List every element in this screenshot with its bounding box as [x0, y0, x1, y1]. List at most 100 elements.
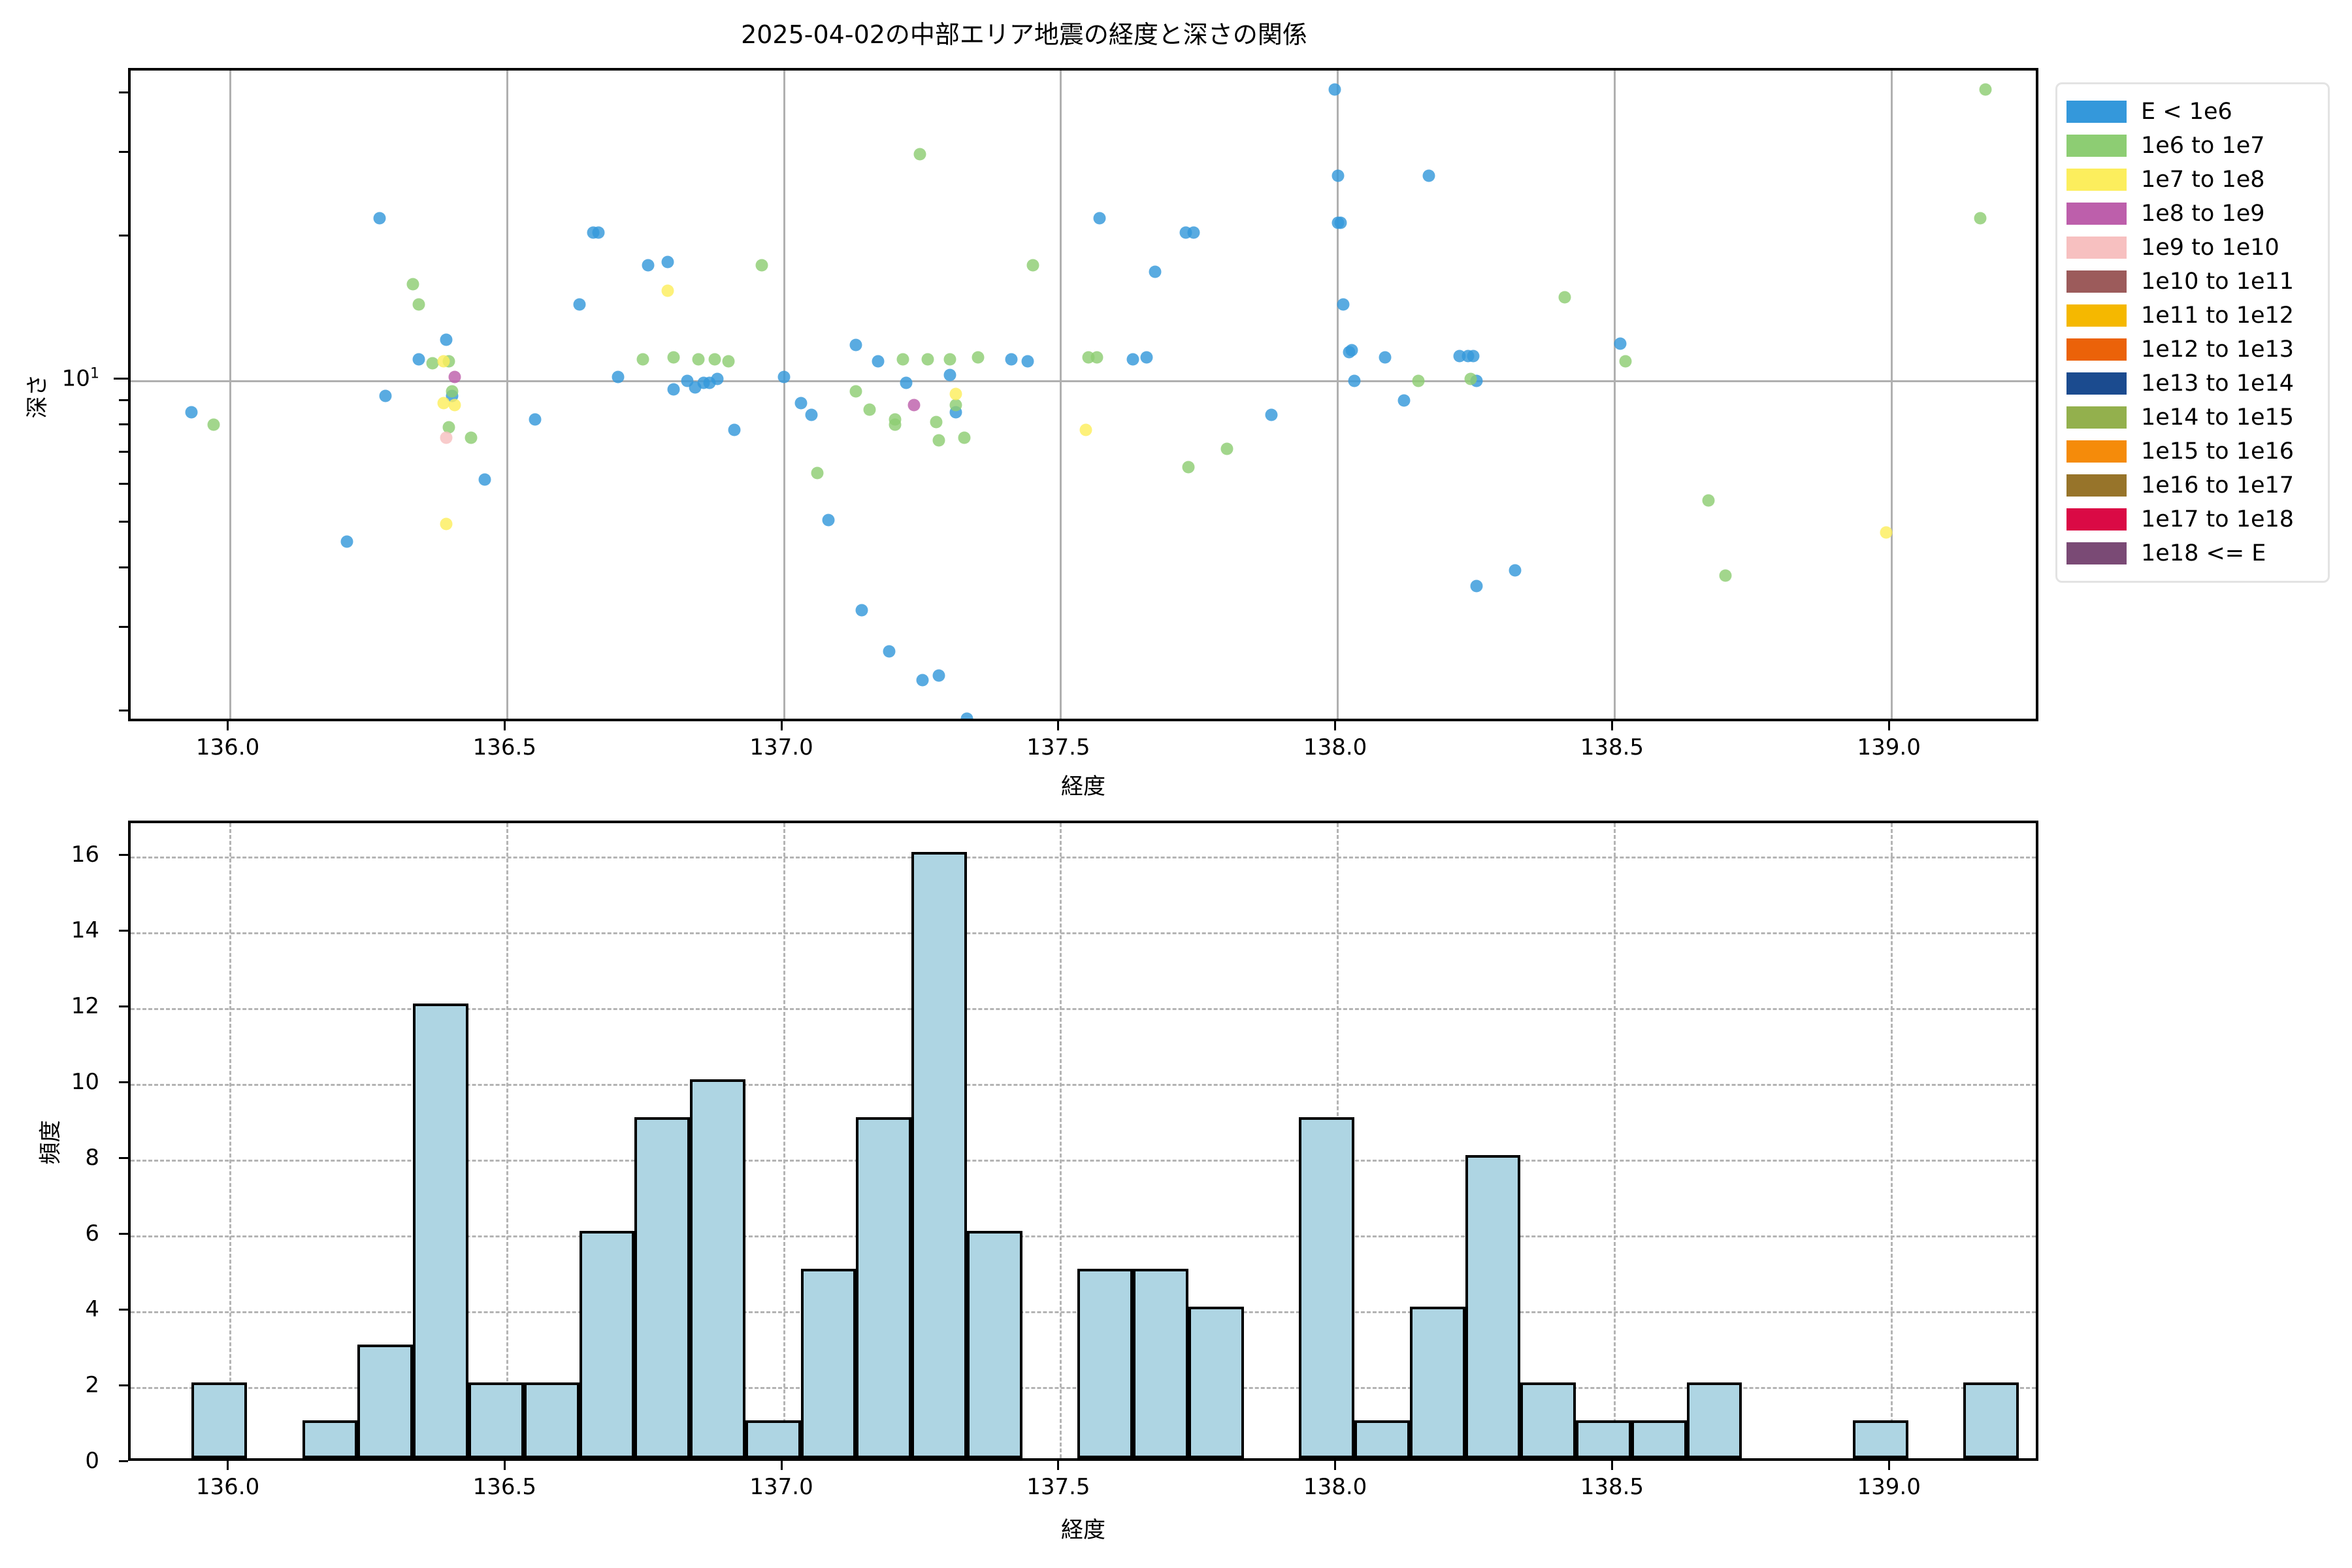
histogram-canvas	[131, 823, 2036, 1458]
legend-item-label: 1e16 to 1e17	[2141, 472, 2295, 498]
histogram-xaxis-label: 経度	[1061, 1517, 1105, 1543]
scatter-point	[1348, 374, 1361, 387]
legend-swatch-icon	[2066, 135, 2127, 157]
histogram-yticklabel-6: 12	[71, 993, 99, 1020]
histogram-horizontal-gridline-8	[131, 856, 2036, 858]
scatter-point	[872, 355, 885, 368]
scatter-point	[1187, 226, 1200, 239]
scatter-xticklabel-1: 136.5	[472, 734, 536, 760]
histogram-bar	[579, 1231, 635, 1458]
scatter-xtick-3	[1057, 721, 1060, 730]
scatter-point	[478, 473, 491, 486]
scatter-point	[896, 353, 909, 366]
legend-item-3[interactable]: 1e8 to 1e9	[2066, 197, 2319, 231]
histogram-bar	[1409, 1307, 1465, 1458]
legend-item-6[interactable]: 1e11 to 1e12	[2066, 299, 2319, 333]
scatter-point	[1345, 344, 1358, 357]
histogram-bar	[911, 852, 967, 1458]
histogram-horizontal-gridline-6	[131, 1007, 2036, 1010]
legend-item-8[interactable]: 1e13 to 1e14	[2066, 367, 2319, 400]
scatter-xtick-1	[503, 721, 506, 730]
legend-swatch-icon	[2066, 372, 2127, 395]
scatter-horizontal-gridline-0	[131, 380, 2036, 382]
histogram-bar	[745, 1420, 801, 1458]
histogram-ytick-3	[119, 1232, 128, 1235]
histogram-bar	[634, 1117, 690, 1458]
histogram-bar	[1852, 1420, 1908, 1458]
histogram-horizontal-gridline-5	[131, 1083, 2036, 1086]
histogram-bar	[1576, 1420, 1631, 1458]
legend-item-11[interactable]: 1e16 to 1e17	[2066, 468, 2319, 502]
scatter-xtick-5	[1610, 721, 1613, 730]
scatter-point	[900, 376, 913, 389]
scatter-point	[1464, 372, 1477, 385]
scatter-point	[822, 514, 835, 527]
legend-item-7[interactable]: 1e12 to 1e13	[2066, 333, 2319, 367]
scatter-point	[448, 399, 461, 412]
histogram-bar	[1354, 1420, 1410, 1458]
histogram-yticklabel-2: 4	[85, 1296, 99, 1323]
histogram-vertical-gridline-6	[1890, 823, 1893, 1458]
legend-item-label: 1e12 to 1e13	[2141, 336, 2295, 363]
scatter-xaxis-label: 経度	[1061, 774, 1105, 800]
scatter-point	[930, 416, 943, 429]
scatter-point	[1079, 423, 1092, 436]
scatter-point	[855, 604, 868, 617]
histogram-xticklabel-0: 136.0	[195, 1474, 260, 1500]
scatter-point	[777, 370, 791, 384]
scatter-point	[1719, 569, 1732, 582]
scatter-ymajor-tick-0	[114, 377, 128, 380]
histogram-horizontal-gridline-7	[131, 932, 2036, 934]
scatter-point	[1328, 83, 1341, 96]
scatter-point	[711, 372, 724, 385]
scatter-point	[1026, 259, 1039, 272]
legend-item-9[interactable]: 1e14 to 1e15	[2066, 400, 2319, 434]
legend-swatch-icon	[2066, 237, 2127, 259]
legend-item-label: 1e18 <= E	[2141, 540, 2266, 566]
scatter-point	[1979, 83, 1992, 96]
scatter-yminor-tick-2	[119, 566, 128, 569]
scatter-point	[932, 669, 945, 682]
histogram-bar	[191, 1382, 247, 1458]
scatter-point	[708, 353, 721, 366]
scatter-point	[849, 338, 862, 351]
histogram-yticklabel-8: 16	[71, 841, 99, 868]
scatter-point	[465, 431, 478, 444]
legend-item-10[interactable]: 1e15 to 1e16	[2066, 434, 2319, 468]
histogram-yticklabel-0: 0	[85, 1448, 99, 1474]
histogram-vertical-gridline-0	[229, 823, 232, 1458]
scatter-point	[1422, 169, 1435, 182]
legend-item-12[interactable]: 1e17 to 1e18	[2066, 502, 2319, 536]
scatter-point	[412, 298, 425, 311]
legend-item-5[interactable]: 1e10 to 1e11	[2066, 265, 2319, 299]
scatter-point	[1880, 526, 1893, 539]
scatter-xtick-4	[1334, 721, 1337, 730]
scatter-point	[1149, 265, 1162, 278]
legend-swatch-icon	[2066, 406, 2127, 429]
scatter-point	[667, 351, 680, 364]
histogram-ytick-7	[119, 929, 128, 932]
histogram-bar	[690, 1079, 745, 1458]
scatter-point	[412, 353, 425, 366]
legend-item-4[interactable]: 1e9 to 1e10	[2066, 231, 2319, 265]
histogram-bar	[1188, 1307, 1244, 1458]
scatter-point	[1467, 350, 1480, 363]
scatter-point	[406, 278, 419, 291]
scatter-yticklabel-0: 101	[61, 365, 99, 392]
scatter-yminor-tick-7	[119, 399, 128, 402]
histogram-bar	[800, 1269, 857, 1458]
scatter-xtick-2	[780, 721, 783, 730]
legend-swatch-icon	[2066, 101, 2127, 123]
histogram-vertical-gridline-2	[783, 823, 785, 1458]
scatter-point	[661, 255, 674, 269]
scatter-point	[943, 368, 956, 382]
legend-item-2[interactable]: 1e7 to 1e8	[2066, 163, 2319, 197]
legend-item-0[interactable]: E < 1e6	[2066, 95, 2319, 129]
scatter-xtick-6	[1887, 721, 1890, 730]
legend-item-13[interactable]: 1e18 <= E	[2066, 536, 2319, 570]
legend-item-1[interactable]: 1e6 to 1e7	[2066, 129, 2319, 163]
scatter-point	[1470, 580, 1482, 593]
scatter-point	[949, 399, 962, 412]
legend-item-label: 1e8 to 1e9	[2141, 201, 2265, 227]
histogram-xtick-3	[1057, 1461, 1060, 1470]
